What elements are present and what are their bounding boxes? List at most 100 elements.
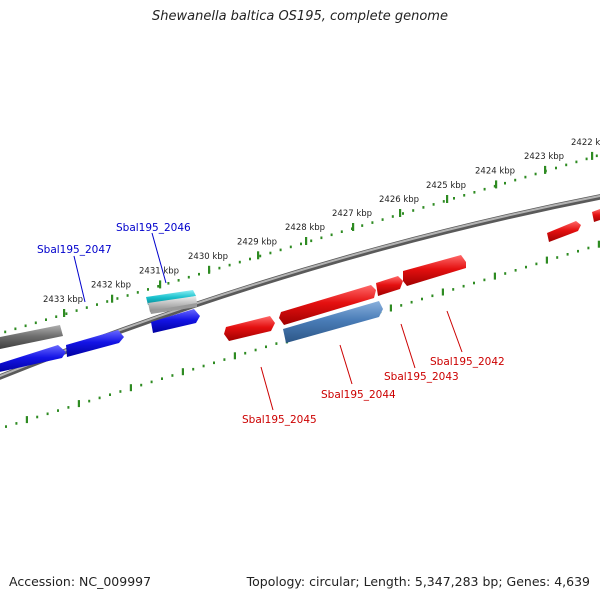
gene-arrow[interactable] <box>151 309 200 333</box>
tick-dot <box>310 239 313 243</box>
gene-arrow[interactable] <box>592 209 600 222</box>
inner-tick-dot <box>213 361 215 365</box>
inner-tick-dot <box>473 281 475 285</box>
gene-arrow[interactable] <box>547 221 581 242</box>
gene-label-2047[interactable]: Sbal195_2047 <box>37 244 112 256</box>
kbp-2424-label: 2424 kbp <box>475 166 515 176</box>
kbp-2432-label: 2432 kbp <box>91 281 131 291</box>
gene-label-2046[interactable]: Sbal195_2046 <box>116 222 191 234</box>
inner-tick-dot <box>5 425 7 428</box>
tick-dot <box>228 263 231 267</box>
inner-tick-dot <box>88 399 91 403</box>
major-tick <box>399 209 402 217</box>
tick-dot <box>269 251 272 255</box>
gene-2045-arrow[interactable] <box>224 316 275 341</box>
kbp-2431-label: 2431 kbp <box>139 266 179 276</box>
tick-dot <box>279 248 282 252</box>
tick-dot <box>493 184 496 188</box>
inner-tick-dot <box>421 297 423 301</box>
gene-steel-arrow[interactable] <box>283 301 383 343</box>
inner-tick-dot <box>57 409 59 412</box>
kbp-2428-label: 2428 kbp <box>285 223 325 233</box>
gene-2043-arrow[interactable] <box>376 276 403 296</box>
tick-dot <box>55 315 58 318</box>
inner-major-tick <box>389 304 392 312</box>
major-tick <box>352 223 355 231</box>
kbp-2426-label: 2426 kbp <box>379 195 419 205</box>
tick-dot <box>422 206 425 209</box>
leader-2044 <box>339 344 353 385</box>
tick-dot <box>289 245 292 249</box>
gene-arrow[interactable] <box>66 330 124 357</box>
inner-major-tick <box>77 400 80 408</box>
tick-dot <box>177 279 180 282</box>
gene-2046-rna[interactable] <box>148 296 197 312</box>
gene-label-2043[interactable]: Sbal195_2043 <box>384 371 459 383</box>
tick-dot <box>463 194 466 197</box>
inner-tick-dot <box>150 380 153 384</box>
gene-2044-arrow[interactable] <box>279 285 376 325</box>
inner-tick-dot <box>431 294 434 298</box>
inner-major-tick <box>181 368 184 376</box>
inner-major-tick <box>493 272 496 280</box>
tick-dot <box>136 291 139 294</box>
tick-dot <box>565 163 568 167</box>
gene-2046-rna-edge <box>150 303 197 314</box>
tick-dot <box>157 285 160 288</box>
inner-tick-dot <box>265 345 267 349</box>
tick-dot <box>4 330 7 334</box>
gene-2042-arrow[interactable] <box>403 255 466 286</box>
kbp-2425-label: 2425 kbp <box>426 181 466 191</box>
major-tick <box>63 309 66 317</box>
inner-tick-dot <box>98 396 101 400</box>
tick-dot <box>514 178 517 182</box>
gene-label-2045[interactable]: Sbal195_2045 <box>242 414 317 426</box>
tick-dot <box>340 230 343 233</box>
inner-major-tick <box>129 384 132 392</box>
kbp-2427-label: 2427 kbp <box>332 209 372 219</box>
kbp-2429-label: 2429 kbp <box>237 237 277 247</box>
inner-tick-dot <box>504 272 507 275</box>
inner-major-tick <box>25 416 28 424</box>
tick-dot <box>585 157 588 161</box>
outer-tick-ring <box>4 151 598 334</box>
tick-dot <box>504 181 506 185</box>
tick-dot <box>238 260 241 264</box>
tick-dot <box>187 275 190 279</box>
tick-dot <box>524 175 527 179</box>
inner-tick-dot <box>223 358 226 361</box>
tick-dot <box>432 203 435 206</box>
major-tick <box>591 151 594 160</box>
inner-major-tick <box>545 256 548 264</box>
tick-dot <box>218 266 221 270</box>
tick-dot <box>412 209 415 212</box>
tick-dot <box>453 197 455 200</box>
tick-dot <box>595 154 598 158</box>
tick-dot <box>198 272 200 276</box>
tick-dot <box>126 294 129 297</box>
inner-tick-dot <box>400 304 403 307</box>
gene-label-2044[interactable]: Sbal195_2044 <box>321 389 396 401</box>
tick-dot <box>534 172 537 176</box>
inner-tick-dot <box>566 253 569 256</box>
major-tick <box>544 165 547 174</box>
inner-tick-dot <box>535 262 538 266</box>
tick-dot <box>555 166 557 170</box>
leader-2047 <box>73 255 86 303</box>
tick-dot <box>402 212 404 215</box>
tick-dot <box>45 318 47 321</box>
gene-2046-arrow[interactable] <box>146 290 196 305</box>
gene-arrow[interactable] <box>0 345 66 373</box>
gene-arrow[interactable] <box>0 325 63 350</box>
tick-dot <box>391 215 394 218</box>
tick-dot <box>65 312 68 315</box>
tick-dot <box>320 236 323 240</box>
kbp-2430-label: 2430 kbp <box>188 252 228 262</box>
inner-tick-dot <box>119 390 122 393</box>
tick-dot <box>442 200 445 203</box>
inner-tick-dot <box>514 269 517 272</box>
gene-label-2042[interactable]: Sbal195_2042 <box>430 356 505 368</box>
inner-major-tick <box>441 288 444 296</box>
